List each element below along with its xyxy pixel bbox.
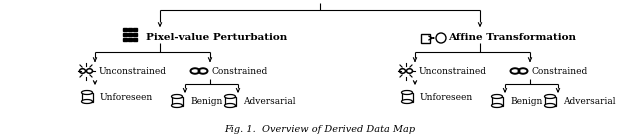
Text: Pixel-value Perturbation: Pixel-value Perturbation <box>146 33 287 42</box>
Bar <box>128 38 132 41</box>
Bar <box>81 92 93 101</box>
Ellipse shape <box>545 103 556 107</box>
Bar <box>124 33 127 36</box>
Ellipse shape <box>545 95 556 98</box>
Bar <box>492 97 502 106</box>
Ellipse shape <box>81 90 93 95</box>
Text: Affine Transformation: Affine Transformation <box>448 33 576 42</box>
Bar <box>421 33 430 42</box>
Text: Unforeseen: Unforeseen <box>100 92 153 101</box>
Bar <box>128 33 132 36</box>
Text: Fig. 1.  Overview of Derived Data Map: Fig. 1. Overview of Derived Data Map <box>225 126 415 135</box>
Ellipse shape <box>172 103 182 107</box>
Ellipse shape <box>225 103 236 107</box>
Bar <box>517 68 521 74</box>
Ellipse shape <box>81 100 93 103</box>
Text: Benign: Benign <box>510 97 542 106</box>
Bar <box>545 97 556 106</box>
Text: Unconstrained: Unconstrained <box>419 67 487 75</box>
Bar <box>133 38 137 41</box>
Text: Adversarial: Adversarial <box>563 97 616 106</box>
Bar <box>133 28 137 31</box>
Text: Benign: Benign <box>190 97 222 106</box>
Ellipse shape <box>492 95 502 98</box>
Bar <box>124 38 127 41</box>
Bar <box>225 97 236 106</box>
Text: Constrained: Constrained <box>532 67 588 75</box>
Bar <box>128 28 132 31</box>
Bar <box>172 97 182 106</box>
Bar <box>401 92 413 101</box>
Text: Adversarial: Adversarial <box>243 97 296 106</box>
Ellipse shape <box>401 90 413 95</box>
Bar <box>124 28 127 31</box>
Ellipse shape <box>225 95 236 98</box>
Text: Unconstrained: Unconstrained <box>99 67 167 75</box>
Ellipse shape <box>401 100 413 103</box>
Text: Unforeseen: Unforeseen <box>420 92 473 101</box>
Ellipse shape <box>492 103 502 107</box>
Text: Constrained: Constrained <box>212 67 268 75</box>
Bar <box>197 68 201 74</box>
Bar <box>133 33 137 36</box>
Ellipse shape <box>172 95 182 98</box>
